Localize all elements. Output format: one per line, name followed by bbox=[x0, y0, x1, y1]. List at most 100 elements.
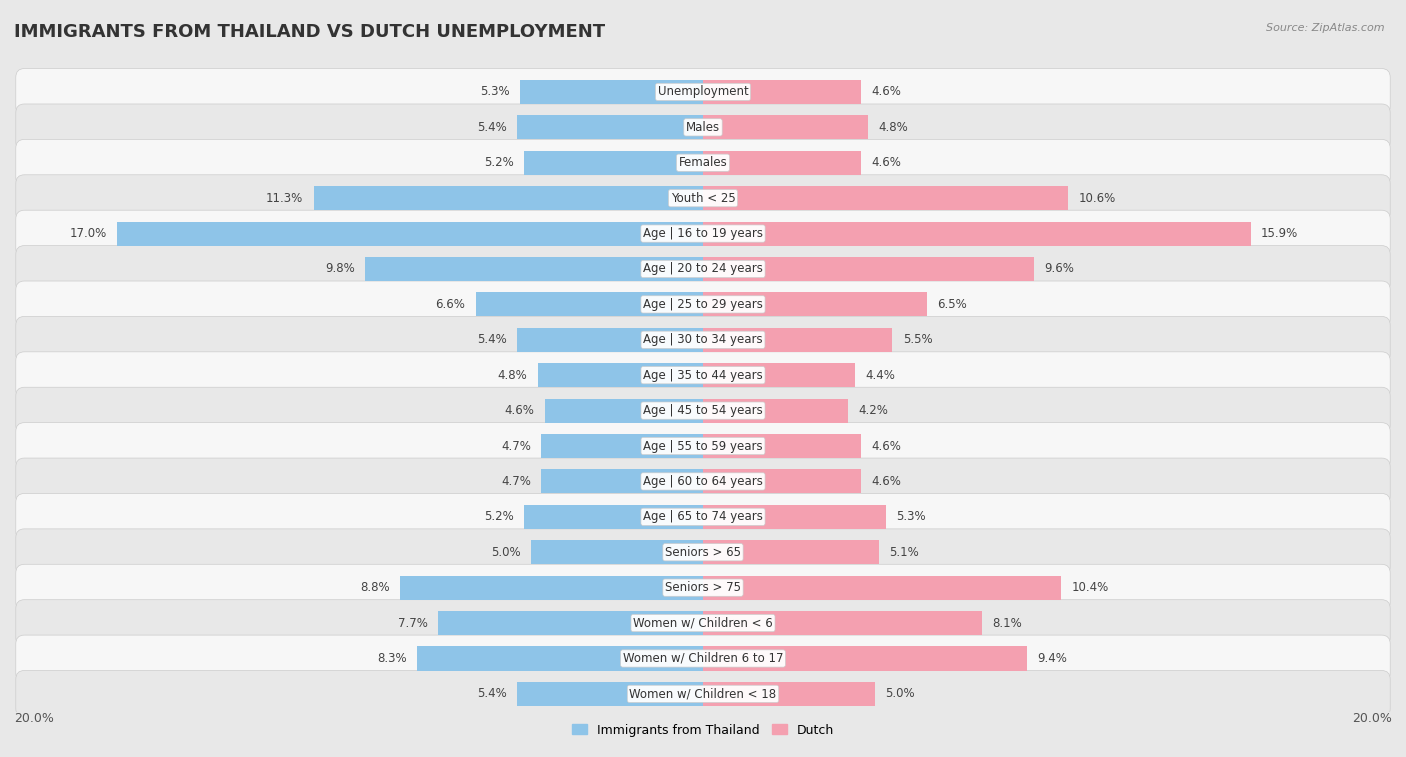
Text: 5.2%: 5.2% bbox=[484, 156, 513, 170]
Bar bbox=[399, 575, 703, 600]
Text: 5.3%: 5.3% bbox=[896, 510, 925, 523]
Bar bbox=[366, 257, 703, 281]
Text: 6.5%: 6.5% bbox=[938, 298, 967, 311]
Bar bbox=[418, 646, 703, 671]
Text: Women w/ Children < 18: Women w/ Children < 18 bbox=[630, 687, 776, 700]
Text: 15.9%: 15.9% bbox=[1261, 227, 1298, 240]
Bar bbox=[437, 611, 703, 635]
Bar bbox=[544, 399, 703, 422]
Text: 4.6%: 4.6% bbox=[872, 156, 901, 170]
Bar bbox=[703, 646, 1026, 671]
Text: Seniors > 75: Seniors > 75 bbox=[665, 581, 741, 594]
Bar bbox=[703, 540, 879, 564]
Text: 7.7%: 7.7% bbox=[398, 616, 427, 630]
Bar bbox=[703, 328, 893, 352]
FancyBboxPatch shape bbox=[15, 388, 1391, 434]
Text: Age | 30 to 34 years: Age | 30 to 34 years bbox=[643, 333, 763, 346]
Text: 20.0%: 20.0% bbox=[14, 712, 53, 724]
FancyBboxPatch shape bbox=[15, 352, 1391, 399]
Text: 11.3%: 11.3% bbox=[266, 192, 304, 204]
Text: Seniors > 65: Seniors > 65 bbox=[665, 546, 741, 559]
Text: IMMIGRANTS FROM THAILAND VS DUTCH UNEMPLOYMENT: IMMIGRANTS FROM THAILAND VS DUTCH UNEMPL… bbox=[14, 23, 605, 41]
Bar bbox=[703, 80, 862, 104]
Bar bbox=[703, 151, 862, 175]
Text: 10.4%: 10.4% bbox=[1071, 581, 1109, 594]
Text: Women w/ Children 6 to 17: Women w/ Children 6 to 17 bbox=[623, 652, 783, 665]
Text: 4.4%: 4.4% bbox=[865, 369, 894, 382]
Bar bbox=[703, 682, 875, 706]
FancyBboxPatch shape bbox=[15, 494, 1391, 540]
FancyBboxPatch shape bbox=[15, 671, 1391, 717]
Bar bbox=[703, 363, 855, 388]
Bar bbox=[703, 115, 869, 139]
Text: Source: ZipAtlas.com: Source: ZipAtlas.com bbox=[1267, 23, 1385, 33]
FancyBboxPatch shape bbox=[15, 69, 1391, 115]
Text: 4.7%: 4.7% bbox=[501, 475, 531, 488]
Bar bbox=[537, 363, 703, 388]
Text: 8.8%: 8.8% bbox=[360, 581, 389, 594]
Text: 17.0%: 17.0% bbox=[70, 227, 107, 240]
FancyBboxPatch shape bbox=[15, 422, 1391, 469]
Bar bbox=[524, 505, 703, 529]
Text: 5.0%: 5.0% bbox=[886, 687, 915, 700]
Text: Women w/ Children < 6: Women w/ Children < 6 bbox=[633, 616, 773, 630]
Text: 4.6%: 4.6% bbox=[872, 475, 901, 488]
FancyBboxPatch shape bbox=[15, 175, 1391, 222]
Bar bbox=[703, 505, 886, 529]
Text: 4.6%: 4.6% bbox=[505, 404, 534, 417]
Text: Age | 45 to 54 years: Age | 45 to 54 years bbox=[643, 404, 763, 417]
Bar bbox=[520, 80, 703, 104]
Text: Age | 55 to 59 years: Age | 55 to 59 years bbox=[643, 440, 763, 453]
Bar bbox=[517, 682, 703, 706]
Bar bbox=[703, 399, 848, 422]
Text: Females: Females bbox=[679, 156, 727, 170]
Bar bbox=[531, 540, 703, 564]
Text: 9.6%: 9.6% bbox=[1045, 263, 1074, 276]
FancyBboxPatch shape bbox=[15, 245, 1391, 292]
Text: 4.7%: 4.7% bbox=[501, 440, 531, 453]
Text: 10.6%: 10.6% bbox=[1078, 192, 1116, 204]
Text: 5.2%: 5.2% bbox=[484, 510, 513, 523]
FancyBboxPatch shape bbox=[15, 635, 1391, 682]
Text: 5.4%: 5.4% bbox=[477, 333, 506, 346]
Bar bbox=[517, 115, 703, 139]
Text: 4.8%: 4.8% bbox=[498, 369, 527, 382]
FancyBboxPatch shape bbox=[15, 529, 1391, 575]
Text: 5.1%: 5.1% bbox=[889, 546, 918, 559]
Bar bbox=[703, 186, 1069, 210]
Text: 5.0%: 5.0% bbox=[491, 546, 520, 559]
Text: Youth < 25: Youth < 25 bbox=[671, 192, 735, 204]
Legend: Immigrants from Thailand, Dutch: Immigrants from Thailand, Dutch bbox=[567, 718, 839, 742]
FancyBboxPatch shape bbox=[15, 458, 1391, 505]
Bar bbox=[524, 151, 703, 175]
Bar bbox=[703, 611, 981, 635]
Text: 9.4%: 9.4% bbox=[1038, 652, 1067, 665]
Text: 4.6%: 4.6% bbox=[872, 440, 901, 453]
FancyBboxPatch shape bbox=[15, 210, 1391, 257]
FancyBboxPatch shape bbox=[15, 281, 1391, 328]
Text: 6.6%: 6.6% bbox=[436, 298, 465, 311]
Text: 8.1%: 8.1% bbox=[993, 616, 1022, 630]
Text: 20.0%: 20.0% bbox=[1353, 712, 1392, 724]
Bar bbox=[517, 328, 703, 352]
Bar bbox=[541, 434, 703, 458]
FancyBboxPatch shape bbox=[15, 316, 1391, 363]
Text: Age | 20 to 24 years: Age | 20 to 24 years bbox=[643, 263, 763, 276]
Text: Age | 35 to 44 years: Age | 35 to 44 years bbox=[643, 369, 763, 382]
Bar bbox=[703, 222, 1251, 245]
Text: 4.6%: 4.6% bbox=[872, 86, 901, 98]
Text: 9.8%: 9.8% bbox=[325, 263, 356, 276]
Text: Age | 65 to 74 years: Age | 65 to 74 years bbox=[643, 510, 763, 523]
Bar bbox=[541, 469, 703, 494]
FancyBboxPatch shape bbox=[15, 564, 1391, 611]
Bar bbox=[703, 292, 927, 316]
FancyBboxPatch shape bbox=[15, 104, 1391, 151]
Text: 4.2%: 4.2% bbox=[858, 404, 887, 417]
Text: 5.5%: 5.5% bbox=[903, 333, 932, 346]
Text: 5.4%: 5.4% bbox=[477, 687, 506, 700]
Bar bbox=[475, 292, 703, 316]
FancyBboxPatch shape bbox=[15, 600, 1391, 646]
Bar bbox=[703, 434, 862, 458]
Bar bbox=[703, 575, 1062, 600]
Text: Age | 60 to 64 years: Age | 60 to 64 years bbox=[643, 475, 763, 488]
